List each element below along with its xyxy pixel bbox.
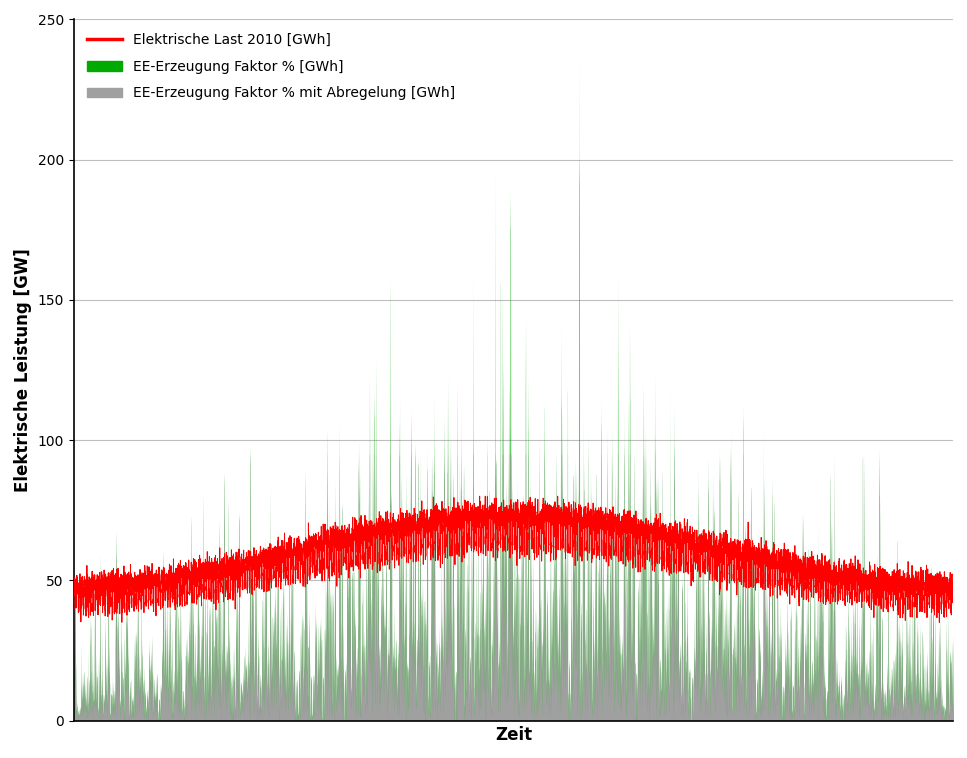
Y-axis label: Elektrische Leistung [GW]: Elektrische Leistung [GW] [14,248,32,492]
Legend: Elektrische Last 2010 [GWh], EE-Erzeugung Faktor % [GWh], EE-Erzeugung Faktor % : Elektrische Last 2010 [GWh], EE-Erzeugun… [80,27,462,107]
X-axis label: Zeit: Zeit [495,726,532,744]
